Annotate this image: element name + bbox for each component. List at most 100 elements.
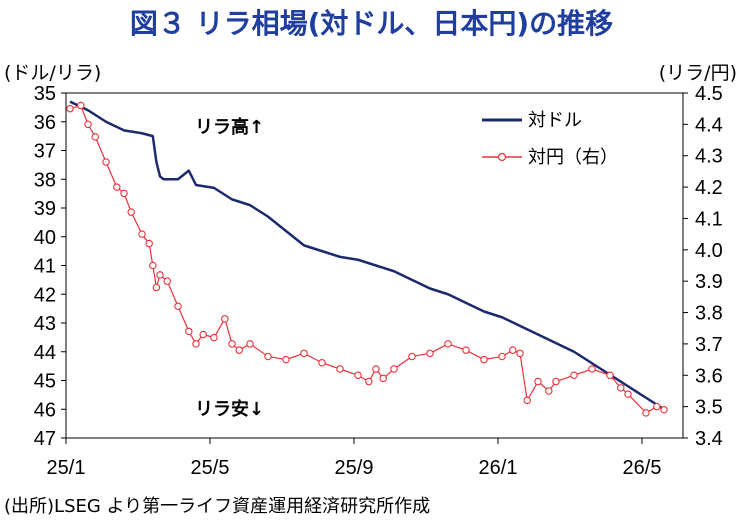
left-tick-label: 42	[34, 284, 56, 306]
right-tick-label: 3.5	[695, 397, 723, 419]
left-tick-label: 39	[34, 198, 56, 220]
jpy-point	[149, 261, 157, 270]
source-note: (出所)LSEG より第一ライフ資産運用経済研究所作成	[4, 496, 431, 517]
jpy-point	[192, 340, 200, 348]
jpy-point	[91, 133, 99, 141]
jpy-point	[408, 352, 416, 361]
jpy-point	[653, 402, 661, 411]
x-tick-label: 26/1	[479, 457, 518, 479]
x-axis: 25/1 25/5 25/9 26/1 26/5	[47, 438, 662, 479]
jpy-point	[264, 352, 272, 361]
jpy-point	[127, 208, 135, 216]
jpy-point	[228, 340, 236, 348]
x-tick-label: 25/5	[191, 457, 230, 479]
jpy-point	[300, 349, 308, 358]
jpy-point	[606, 371, 614, 380]
jpy-point	[588, 365, 596, 373]
x-tick-label: 25/9	[335, 457, 374, 479]
jpy-point	[66, 104, 74, 113]
jpy-point	[426, 349, 434, 358]
jpy-point	[336, 365, 344, 373]
right-axis: 4.5 4.4 4.3 4.2 4.1 4.0 3.9 3.8 3.7 3.6 3.5 3.4	[683, 83, 723, 450]
lira-weak-annotation: リラ安↓	[195, 398, 264, 420]
jpy-point	[552, 377, 560, 386]
usd-series	[69, 100, 665, 411]
right-tick-label: 4.5	[695, 83, 723, 105]
jpy-point	[120, 189, 128, 198]
jpy-point	[138, 230, 146, 238]
left-axis: 35 36 37 38 39 40 41 42 43 44 45 46 47	[34, 83, 66, 450]
jpy-point	[185, 327, 193, 336]
right-tick-label: 3.9	[695, 271, 723, 293]
left-tick-label: 43	[34, 313, 56, 335]
jpy-point	[77, 101, 85, 110]
jpy-point	[498, 352, 506, 361]
jpy-point	[210, 333, 218, 342]
jpy-point	[84, 120, 92, 129]
jpy-point	[235, 346, 243, 354]
legend-jpy-marker	[497, 152, 507, 162]
chart-title: 図３ リラ相場(対ドル、日本円)の推移	[129, 7, 614, 40]
jpy-point	[534, 377, 542, 386]
left-tick-label: 35	[34, 83, 56, 105]
jpy-point	[163, 277, 171, 285]
left-tick-label: 38	[34, 169, 56, 191]
left-axis-unit: (ドル/リラ)	[4, 62, 102, 84]
right-tick-label: 4.0	[695, 240, 723, 262]
left-tick-label: 47	[34, 428, 56, 450]
jpy-point	[617, 384, 625, 392]
right-tick-label: 4.3	[695, 146, 723, 168]
jpy-point	[174, 302, 182, 311]
left-tick-label: 40	[34, 227, 56, 249]
right-tick-label: 4.2	[695, 177, 723, 199]
jpy-point	[365, 377, 373, 386]
jpy-point	[390, 365, 398, 373]
x-tick-label: 25/1	[47, 457, 86, 479]
jpy-point	[523, 396, 531, 405]
jpy-point	[516, 349, 524, 358]
jpy-point	[570, 371, 578, 380]
right-tick-label: 3.6	[695, 365, 723, 387]
x-tick-label: 26/5	[623, 457, 662, 479]
right-axis-unit: (リラ/円)	[658, 62, 737, 84]
usd-line	[69, 100, 665, 411]
jpy-point	[145, 239, 153, 248]
right-tick-label: 4.4	[695, 114, 723, 136]
left-tick-label: 36	[34, 112, 56, 134]
lira-strong-annotation: リラ高↑	[195, 116, 264, 138]
jpy-point	[282, 355, 290, 364]
left-tick-label: 37	[34, 141, 56, 163]
left-tick-label: 45	[34, 371, 56, 393]
jpy-point	[545, 387, 553, 395]
legend: 対ドル 対円（右）	[482, 110, 618, 168]
jpy-point	[102, 158, 110, 166]
right-tick-label: 4.1	[695, 208, 723, 230]
jpy-point	[199, 330, 207, 339]
jpy-point	[660, 406, 668, 414]
jpy-point	[221, 315, 229, 323]
jpy-point	[318, 358, 326, 367]
jpy-point	[113, 183, 121, 191]
jpy-point	[462, 346, 470, 354]
legend-usd-label: 対ドル	[528, 110, 582, 131]
jpy-point	[156, 271, 164, 279]
left-tick-label: 41	[34, 256, 56, 278]
jpy-point	[152, 283, 161, 292]
right-tick-label: 3.7	[695, 334, 723, 356]
right-tick-label: 3.4	[695, 428, 723, 450]
right-tick-label: 3.8	[695, 303, 723, 325]
legend-jpy-label: 対円（右）	[528, 147, 618, 168]
jpy-point	[642, 409, 650, 417]
jpy-point	[444, 340, 452, 348]
left-tick-label: 44	[34, 342, 56, 364]
jpy-point	[379, 374, 387, 383]
jpy-point	[480, 355, 488, 364]
jpy-series	[66, 101, 668, 417]
left-tick-label: 46	[34, 399, 56, 421]
jpy-point	[509, 346, 517, 354]
jpy-point	[354, 371, 362, 380]
jpy-point	[372, 365, 380, 373]
jpy-point	[246, 340, 254, 348]
jpy-point	[624, 390, 632, 398]
